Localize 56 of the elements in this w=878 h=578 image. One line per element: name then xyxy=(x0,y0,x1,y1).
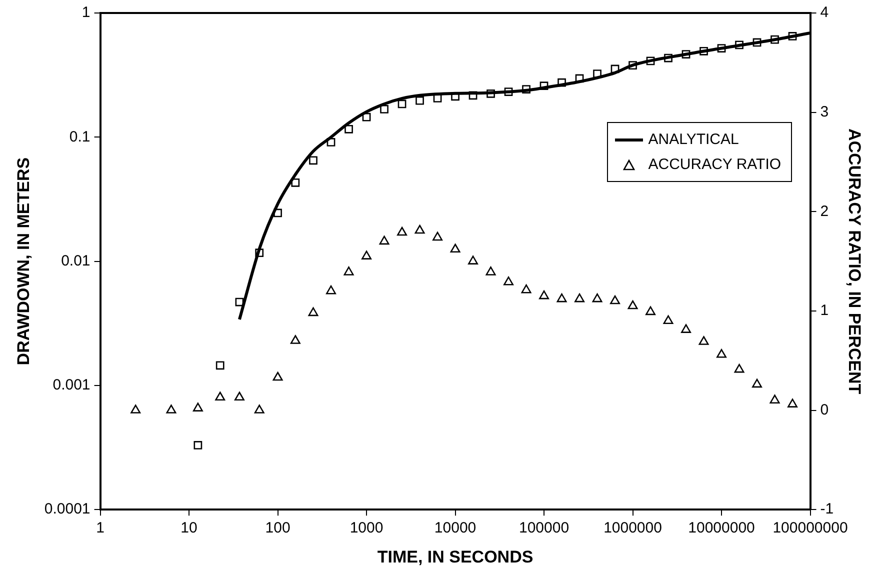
point xyxy=(274,208,282,218)
x-tick-label: 10000000 xyxy=(688,520,755,537)
point xyxy=(788,32,797,40)
point xyxy=(735,40,744,50)
point xyxy=(752,38,762,47)
point xyxy=(575,74,584,83)
x-tick-label: 10000 xyxy=(434,520,476,537)
point xyxy=(504,88,513,96)
point xyxy=(700,46,708,56)
y-tick-label: 0.1 xyxy=(69,128,90,146)
point xyxy=(486,89,495,98)
y2-tick-label: 1 xyxy=(820,302,829,320)
point xyxy=(646,56,655,66)
point xyxy=(398,100,406,108)
point xyxy=(717,44,726,52)
x-tick-label: 100000 xyxy=(518,520,570,537)
point xyxy=(255,248,264,258)
point xyxy=(433,94,442,102)
point xyxy=(558,78,566,87)
point xyxy=(309,156,318,165)
y2-axis-title: ACCURACY RATIO, IN PERCENT xyxy=(845,128,864,395)
point xyxy=(770,35,779,44)
x-tick-label: 100000000 xyxy=(772,520,848,537)
point xyxy=(416,96,424,105)
y2-tick-label: 2 xyxy=(820,202,829,220)
point xyxy=(593,70,602,78)
y2-tick-label: -1 xyxy=(820,500,834,518)
legend-label: ANALYTICAL xyxy=(648,130,739,150)
point xyxy=(540,82,548,90)
y2-tick-label: 0 xyxy=(820,401,829,418)
y2-tick-label: 3 xyxy=(820,103,829,120)
x-tick-label: 1000 xyxy=(350,520,384,537)
x-tick-label: 100 xyxy=(265,520,290,537)
x-tick-label: 1 xyxy=(96,520,104,537)
point xyxy=(451,92,460,101)
point xyxy=(628,61,637,70)
point xyxy=(682,50,690,58)
y-tick-label: 0.0001 xyxy=(44,500,90,518)
point xyxy=(291,178,300,187)
point xyxy=(664,54,672,62)
y-tick-label: 0.001 xyxy=(52,376,90,394)
y-axis-title: DRAWDOWN, IN METERS xyxy=(14,157,33,366)
point xyxy=(468,91,478,100)
x-axis-title: TIME, IN SECONDS xyxy=(377,547,534,566)
legend-label: ACCURACY RATIO xyxy=(648,155,782,176)
y-tick-label: 1 xyxy=(82,4,90,22)
point xyxy=(610,64,620,74)
x-tick-label: 1000000 xyxy=(604,520,662,537)
point xyxy=(344,124,353,134)
point xyxy=(380,104,388,114)
point xyxy=(326,138,336,146)
point xyxy=(522,85,530,94)
point xyxy=(362,112,371,122)
x-tick-label: 10 xyxy=(180,520,198,537)
y-tick-label: 0.01 xyxy=(61,252,90,270)
y2-tick-label: 4 xyxy=(820,4,829,22)
